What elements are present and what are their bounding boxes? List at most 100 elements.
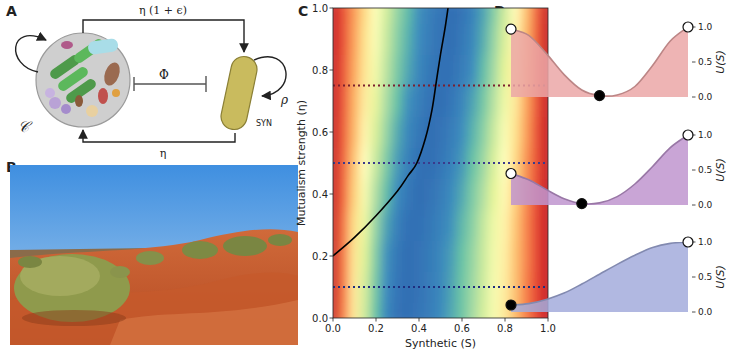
heatmap-cell — [478, 8, 490, 24]
tick-label: 0.2 — [312, 251, 328, 262]
heatmap-cell — [349, 23, 361, 55]
heatmap-cell — [402, 54, 414, 86]
heatmap-cell — [424, 23, 436, 55]
heatmap-cell — [467, 8, 479, 24]
heatmap-cell — [413, 23, 425, 55]
tick-label: 1.0 — [698, 237, 713, 247]
heatmap-cell — [435, 209, 447, 241]
heatmap-cell — [402, 116, 414, 148]
axis-label: Synthetic (S) — [405, 337, 476, 350]
heatmap-cell — [424, 209, 436, 241]
heatmap-cell — [478, 23, 490, 55]
reference-line — [333, 162, 548, 164]
heatmap-cell — [456, 240, 468, 272]
reference-line — [333, 286, 548, 288]
open-point — [683, 22, 693, 32]
heatmap-cell — [445, 209, 457, 241]
heatmap-cell — [413, 240, 425, 272]
heatmap-cell — [338, 240, 350, 272]
heatmap-cell — [456, 85, 468, 117]
heatmap-cell — [445, 23, 457, 55]
heatmap-cell — [542, 209, 548, 241]
self-loop — [16, 36, 46, 72]
bush-shadow — [22, 310, 126, 326]
heatmap-cell — [359, 8, 371, 24]
tick — [692, 135, 696, 136]
heatmap-cell — [531, 240, 543, 272]
tick — [692, 27, 696, 28]
heatmap-cell — [338, 209, 350, 241]
axis-label: U(S) — [714, 265, 727, 289]
synthetic-strain — [219, 54, 260, 132]
axis-label: U(S) — [714, 50, 727, 74]
heatmap-cell — [521, 209, 533, 241]
heatmap-cell — [488, 178, 500, 210]
panel-label: C — [298, 3, 308, 19]
tick-label: 0.0 — [698, 92, 713, 102]
microbe — [61, 41, 73, 49]
heatmap-cell — [499, 8, 511, 24]
heatmap-cell — [510, 209, 522, 241]
heatmap-cell — [521, 147, 533, 179]
heatmap-cell — [488, 85, 500, 117]
heatmap-cell — [488, 54, 500, 86]
heatmap-cell — [413, 116, 425, 148]
heatmap-cell — [349, 240, 361, 272]
microbe — [49, 97, 61, 109]
community-circle — [36, 33, 130, 127]
bush — [18, 256, 42, 268]
curve — [333, 8, 448, 256]
microbe — [86, 105, 98, 117]
heatmap-cell — [381, 240, 393, 272]
heatmap-cell — [435, 302, 447, 318]
heatmap-cell — [402, 302, 414, 318]
heatmap-cell — [338, 178, 350, 210]
curve — [511, 135, 688, 204]
self-loop — [254, 57, 286, 96]
tick-label: 0.6 — [312, 127, 328, 138]
heatmap-cell — [445, 178, 457, 210]
heatmap-cell — [478, 116, 490, 148]
tick-label: 0.5 — [698, 272, 712, 282]
heatmap-cell — [381, 85, 393, 117]
heatmap-cell — [392, 116, 404, 148]
heatmap-cell — [499, 240, 511, 272]
tick — [692, 312, 696, 313]
heatmap-cell — [435, 116, 447, 148]
photo-content — [10, 165, 298, 345]
heatmap-cell — [521, 8, 533, 24]
heatmap-cell — [488, 209, 500, 241]
heatmap-cell — [488, 240, 500, 272]
heatmap-cell — [392, 8, 404, 24]
heatmap-cell — [359, 302, 371, 318]
heatmap-cell — [402, 209, 414, 241]
heatmap-cell — [542, 8, 548, 24]
heatmap-cell — [478, 209, 490, 241]
sand-highlight — [110, 300, 298, 345]
microbe — [61, 104, 71, 114]
heatmap-cell — [338, 23, 350, 55]
heatmap-cell — [456, 54, 468, 86]
bush — [268, 234, 292, 246]
heatmap-cell — [381, 8, 393, 24]
heatmap-cell — [478, 178, 490, 210]
heatmap-cell — [456, 147, 468, 179]
heatmap-cell — [381, 209, 393, 241]
heatmap-cell — [510, 8, 522, 24]
heatmap-cell — [359, 85, 371, 117]
heatmap-cell — [510, 116, 522, 148]
heatmap-cell — [499, 54, 511, 86]
heatmap-cell — [370, 8, 382, 24]
heatmap-cell — [413, 302, 425, 318]
tick-label: 0.5 — [698, 57, 712, 67]
heatmap-cell — [467, 209, 479, 241]
heatmap-cell — [488, 8, 500, 24]
curve — [511, 242, 688, 305]
interaction-arrow — [83, 20, 244, 52]
tick — [376, 318, 377, 322]
heatmap-cell — [467, 54, 479, 86]
axis-label: U(S) — [714, 158, 727, 182]
heatmap-cell — [456, 209, 468, 241]
heatmap-cell — [531, 209, 543, 241]
tick — [330, 70, 334, 71]
